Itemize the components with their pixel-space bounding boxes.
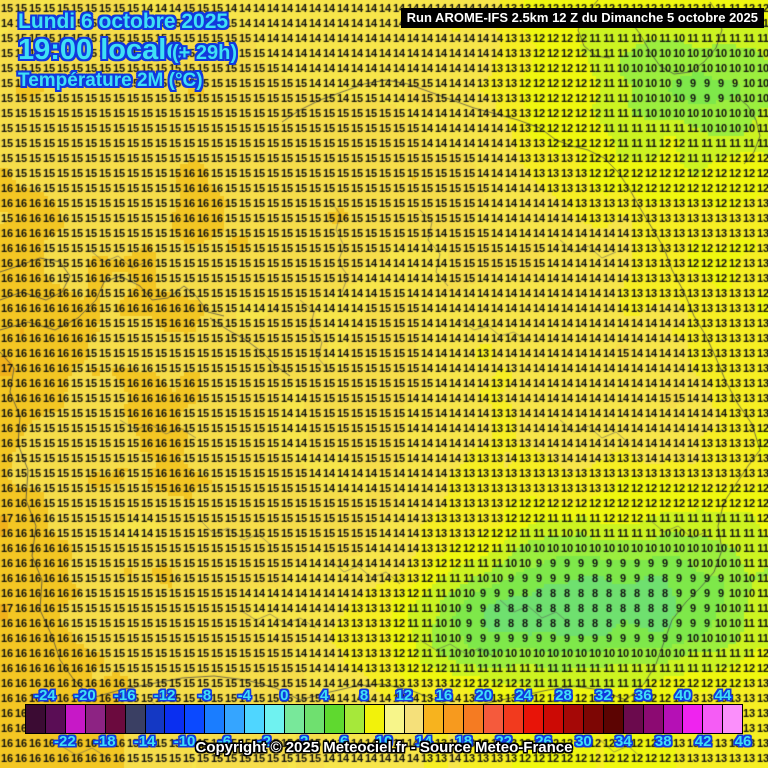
scale-swatch	[364, 705, 385, 733]
scale-tick-top: 32	[595, 687, 612, 704]
scale-swatch	[26, 705, 46, 733]
scale-tick-top: -12	[153, 687, 176, 704]
scale-tick-top: 4	[319, 687, 329, 704]
scale-swatch	[643, 705, 664, 733]
scale-swatch	[623, 705, 644, 733]
scale-tick-bottom: 34	[614, 733, 632, 750]
scale-tick-top: 40	[674, 687, 692, 704]
scale-tick-bottom: -2	[257, 733, 271, 750]
scale-swatch	[45, 705, 66, 733]
scale-tick-top: 20	[475, 687, 493, 704]
scale-swatch	[424, 705, 445, 733]
scale-swatch	[444, 705, 465, 733]
scale-swatch	[384, 705, 405, 733]
scale-swatch	[603, 705, 624, 733]
scale-swatch	[145, 705, 166, 733]
scale-swatch	[85, 705, 106, 733]
scale-tick-bottom: 18	[455, 733, 473, 750]
forecast-time-label: 19:00 locale	[17, 33, 184, 67]
scale-swatch	[464, 705, 485, 733]
scale-tick-bottom: 38	[654, 733, 672, 750]
scale-tick-bottom: -18	[93, 733, 116, 750]
scale-tick-top: 8	[359, 687, 369, 704]
forecast-date-label: Lundi 6 octobre 2025	[17, 9, 229, 34]
scale-tick-top: 16	[435, 687, 453, 704]
scale-swatch	[165, 705, 186, 733]
scale-tick-bottom: 42	[694, 733, 712, 750]
scale-tick-top: 0	[280, 687, 289, 704]
scale-tick-top: 12	[395, 687, 413, 704]
scale-swatch	[703, 705, 724, 733]
scale-tick-top: -16	[113, 687, 136, 704]
scale-swatch	[583, 705, 604, 733]
scale-swatch	[404, 705, 425, 733]
scale-swatch	[304, 705, 325, 733]
scale-tick-bottom: -22	[54, 733, 76, 750]
scale-tick-bottom: 6	[339, 733, 349, 750]
scale-swatch	[125, 705, 146, 733]
copyright-notice: Copyright © 2025 Meteociel.fr - Source M…	[195, 739, 573, 756]
scale-swatch	[543, 705, 564, 733]
scale-tick-bottom: 26	[535, 733, 552, 750]
model-run-banner: Run AROME-IFS 2.5km 12 Z du Dimanche 5 o…	[400, 8, 764, 28]
scale-tick-bottom: 2	[300, 733, 309, 750]
scale-swatch	[504, 705, 525, 733]
scale-swatch	[245, 705, 266, 733]
scale-swatch	[265, 705, 285, 733]
scale-swatch	[284, 705, 305, 733]
scale-swatch	[225, 705, 246, 733]
forecast-offset-label: (+ 29h)	[171, 41, 238, 65]
scale-swatch	[65, 705, 86, 733]
scale-swatch	[484, 705, 505, 733]
parameter-label: Température 2M (°C)	[17, 69, 204, 92]
scale-tick-top: -20	[73, 687, 96, 704]
scale-swatch	[524, 705, 544, 733]
scale-swatch	[683, 705, 704, 733]
scale-tick-top: -24	[34, 687, 56, 704]
scale-tick-top: 44	[714, 687, 732, 704]
scale-tick-bottom: 46	[734, 733, 752, 750]
scale-swatch	[205, 705, 226, 733]
scale-swatch	[324, 705, 345, 733]
scale-tick-top: -8	[197, 687, 212, 704]
color-scale-bar	[25, 704, 743, 734]
scale-swatch	[344, 705, 365, 733]
scale-swatch	[185, 705, 206, 733]
scale-tick-top: 24	[515, 687, 532, 704]
scale-tick-top: -4	[237, 687, 252, 704]
scale-swatch	[723, 705, 743, 733]
scale-tick-bottom: 14	[415, 733, 433, 750]
scale-tick-bottom: -10	[173, 733, 196, 750]
scale-tick-top: 28	[555, 687, 572, 704]
scale-tick-top: 36	[634, 687, 652, 704]
scale-tick-bottom: 10	[375, 733, 393, 750]
scale-tick-bottom: -6	[217, 733, 232, 750]
scale-tick-bottom: -14	[133, 733, 156, 750]
scale-tick-bottom: 30	[575, 733, 592, 750]
scale-swatch	[663, 705, 684, 733]
scale-swatch	[563, 705, 584, 733]
scale-swatch	[105, 705, 126, 733]
scale-tick-bottom: 22	[495, 733, 512, 750]
